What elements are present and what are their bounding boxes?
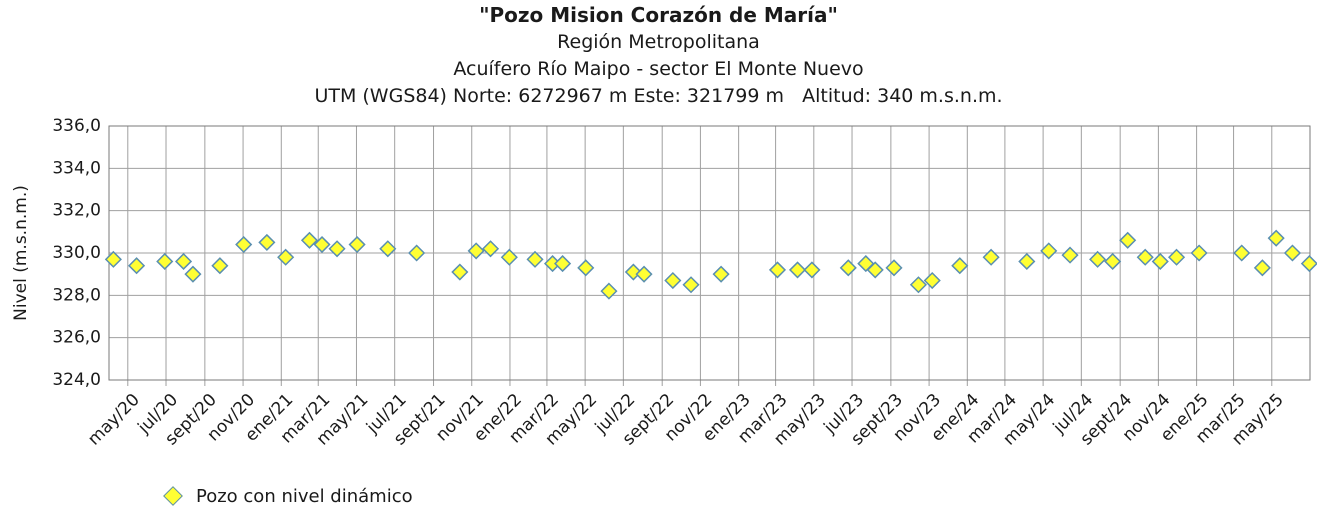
- data-point: [554, 255, 572, 273]
- data-point: [909, 276, 927, 294]
- data-point: [1104, 252, 1122, 271]
- data-point: [1253, 259, 1271, 277]
- data-point: [379, 240, 397, 258]
- y-tick-label: 334,0: [52, 158, 101, 178]
- data-point: [104, 250, 122, 268]
- data-point: [408, 244, 426, 262]
- data-point: [258, 233, 276, 251]
- y-tick-label: 330,0: [52, 243, 101, 263]
- data-point: [1167, 248, 1186, 266]
- data-point: [768, 261, 787, 279]
- y-tick-label: 328,0: [52, 285, 101, 305]
- data-point: [1300, 255, 1317, 273]
- data-point: [1089, 250, 1107, 268]
- data-point: [982, 248, 1000, 266]
- x-tick-label: may/20: [84, 390, 144, 450]
- legend-diamond-marker: [163, 486, 183, 506]
- chart-subtitle-aquifer: Acuífero Río Maipo - sector El Monte Nue…: [453, 58, 864, 80]
- data-point: [951, 257, 969, 275]
- data-point: [923, 271, 941, 290]
- data-point: [156, 252, 174, 271]
- data-point: [235, 235, 253, 254]
- y-tick-label: 332,0: [52, 201, 101, 221]
- data-point: [277, 248, 295, 266]
- data-point: [885, 259, 903, 277]
- data-point: [712, 265, 730, 283]
- chart-title: "Pozo Mision Corazón de María": [479, 3, 838, 27]
- y-axis-ticks: 324,0 326,0 328,0 330,0 332,0 334,0 336,0: [52, 116, 101, 390]
- data-point: [1119, 231, 1137, 249]
- y-tick-label: 326,0: [52, 328, 101, 348]
- y-tick-label: 324,0: [52, 370, 101, 390]
- data-point: [481, 240, 500, 258]
- data-point: [128, 257, 146, 275]
- data-point: [839, 259, 857, 277]
- data-point: [300, 231, 319, 249]
- data-point: [348, 235, 366, 254]
- data-point: [1267, 229, 1285, 247]
- data-point: [1233, 244, 1251, 262]
- data-point: [866, 261, 884, 279]
- data-point: [467, 242, 485, 260]
- data-point: [682, 276, 700, 294]
- data-point: [313, 235, 331, 254]
- chart-subtitle-coordinates: UTM (WGS84) Norte: 6272967 m Este: 32179…: [314, 85, 1003, 107]
- data-point: [788, 261, 807, 279]
- data-point: [526, 250, 544, 268]
- data-point: [1283, 244, 1302, 262]
- data-point: [1040, 242, 1058, 260]
- legend: Pozo con nivel dinámico: [163, 484, 413, 508]
- data-point: [174, 252, 193, 271]
- data-point: [211, 257, 229, 275]
- y-tick-label: 336,0: [52, 116, 101, 136]
- legend-label: Pozo con nivel dinámico: [196, 485, 413, 507]
- data-point: [577, 259, 595, 277]
- data-point: [328, 240, 346, 258]
- data-point: [1018, 252, 1036, 271]
- x-axis-ticks: may/20jul/20sept/20nov/20ene/21mar/21may…: [84, 390, 1288, 450]
- data-point: [184, 265, 202, 283]
- data-point: [1190, 244, 1208, 262]
- data-point: [1136, 248, 1154, 266]
- data-point: [1151, 252, 1169, 271]
- data-point: [664, 271, 682, 290]
- chart-titles: "Pozo Mision Corazón de María" Región Me…: [0, 2, 1317, 110]
- plot-area-frame: [108, 125, 1311, 381]
- data-point: [600, 282, 618, 300]
- data-point: [803, 261, 821, 279]
- data-points: [104, 229, 1317, 300]
- data-point: [635, 265, 653, 283]
- y-axis-label: Nivel (m.s.n.m.): [11, 185, 31, 321]
- scatter-chart: 324,0 326,0 328,0 330,0 332,0 334,0 336,0 may/…: [11, 116, 1317, 450]
- data-point: [500, 248, 518, 266]
- chart-subtitle-region: Región Metropolitana: [557, 31, 760, 53]
- data-point: [451, 263, 469, 281]
- data-point: [1061, 246, 1079, 264]
